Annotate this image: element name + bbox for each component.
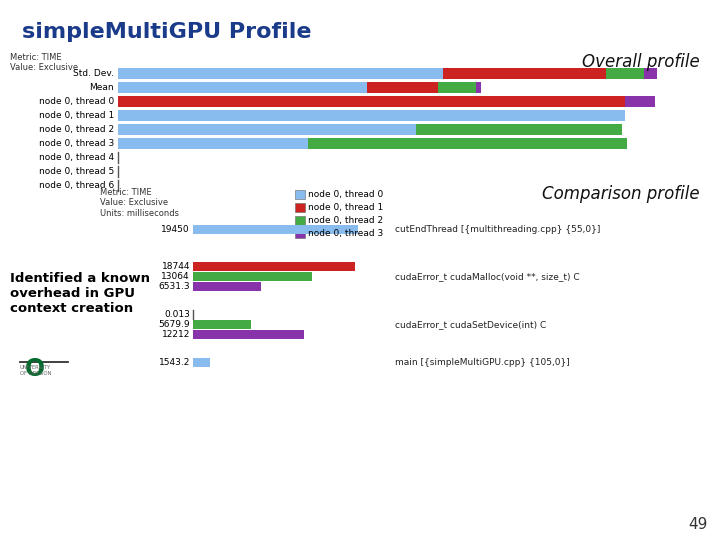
Text: node 0, thread 5: node 0, thread 5 <box>39 167 114 176</box>
Bar <box>444 68 606 79</box>
Bar <box>606 68 644 79</box>
Text: node 0, thread 0: node 0, thread 0 <box>39 97 114 106</box>
Text: cutEndThread [{multithreading.cpp} {55,0}]: cutEndThread [{multithreading.cpp} {55,0… <box>395 225 600 234</box>
Bar <box>367 82 438 93</box>
Bar <box>118 82 367 93</box>
Text: node 0, thread 1: node 0, thread 1 <box>308 203 383 212</box>
Text: node 0, thread 2: node 0, thread 2 <box>308 216 383 225</box>
Bar <box>295 190 305 199</box>
Text: O: O <box>25 357 45 381</box>
Text: node 0, thread 3: node 0, thread 3 <box>39 139 114 148</box>
Bar <box>118 138 307 149</box>
Text: 0.013: 0.013 <box>164 310 190 319</box>
Text: 12212: 12212 <box>161 330 190 339</box>
Text: UNIVERSITY
OF OREGON: UNIVERSITY OF OREGON <box>20 365 51 376</box>
Text: 49: 49 <box>688 517 708 532</box>
Text: 1543.2: 1543.2 <box>158 358 190 367</box>
Text: simpleMultiGPU Profile: simpleMultiGPU Profile <box>22 22 312 42</box>
Bar <box>193 282 261 291</box>
Bar <box>193 262 354 271</box>
Text: node 0, thread 4: node 0, thread 4 <box>39 153 114 162</box>
Bar <box>416 124 622 135</box>
Bar <box>118 124 416 135</box>
Text: cudaError_t cudaMalloc(void **, size_t) C: cudaError_t cudaMalloc(void **, size_t) … <box>395 272 580 281</box>
Bar <box>193 272 312 281</box>
Text: 6531.3: 6531.3 <box>158 282 190 291</box>
Text: Mean: Mean <box>89 83 114 92</box>
Bar <box>644 68 657 79</box>
Text: Overall profile: Overall profile <box>582 53 700 71</box>
Bar <box>625 96 654 107</box>
Text: cudaError_t cudaSetDevice(int) C: cudaError_t cudaSetDevice(int) C <box>395 320 546 329</box>
Bar <box>438 82 476 93</box>
Bar <box>295 203 305 212</box>
Text: Metric: TIME
Value: Exclusive
Units: milliseconds: Metric: TIME Value: Exclusive Units: mil… <box>100 188 179 218</box>
Bar <box>476 82 481 93</box>
Text: 18744: 18744 <box>161 262 190 271</box>
Bar <box>295 216 305 225</box>
Text: node 0, thread 0: node 0, thread 0 <box>308 190 383 199</box>
Bar <box>307 138 628 149</box>
Text: Identified a known
overhead in GPU
context creation: Identified a known overhead in GPU conte… <box>10 272 150 315</box>
Bar <box>193 225 358 234</box>
Bar <box>118 110 625 121</box>
Text: node 0, thread 1: node 0, thread 1 <box>39 111 114 120</box>
Bar <box>118 68 444 79</box>
Bar <box>193 358 210 367</box>
Bar <box>193 320 251 329</box>
Bar <box>295 229 305 238</box>
Text: 13064: 13064 <box>161 272 190 281</box>
Text: main [{simpleMultiGPU.cpp} {105,0}]: main [{simpleMultiGPU.cpp} {105,0}] <box>395 358 570 367</box>
Bar <box>193 330 304 339</box>
Text: Std. Dev.: Std. Dev. <box>73 69 114 78</box>
Text: node 0, thread 2: node 0, thread 2 <box>39 125 114 134</box>
Text: Comparison profile: Comparison profile <box>542 185 700 203</box>
Text: 5679.9: 5679.9 <box>158 320 190 329</box>
Text: 19450: 19450 <box>161 225 190 234</box>
Bar <box>118 96 625 107</box>
Text: node 0, thread 3: node 0, thread 3 <box>308 229 383 238</box>
Text: node 0, thread 6: node 0, thread 6 <box>39 181 114 190</box>
Text: Metric: TIME
Value: Exclusive: Metric: TIME Value: Exclusive <box>10 53 78 72</box>
